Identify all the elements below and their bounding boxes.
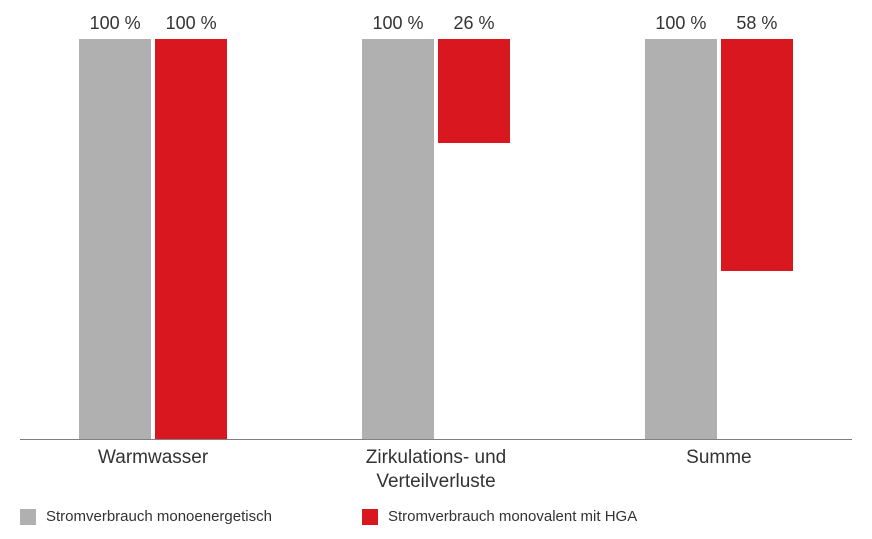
- x-axis-label: Zirkulations- und Verteilverluste: [366, 446, 506, 494]
- bar: 100 %: [155, 39, 227, 439]
- bar: 100 %: [645, 39, 717, 439]
- x-axis-labels: Warmwasser Zirkulations- und Verteilverlu…: [20, 446, 852, 496]
- legend: Stromverbrauch monoenergetisch Stromverbr…: [20, 508, 637, 525]
- legend-swatch: [20, 509, 36, 525]
- legend-label: Stromverbrauch monoenergetisch: [46, 508, 272, 525]
- legend-item: Stromverbrauch monovalent mit HGA: [362, 508, 637, 525]
- bar: 26 %: [438, 39, 510, 143]
- bar-value-label: 100 %: [372, 13, 423, 34]
- bar-value-label: 100 %: [166, 13, 217, 34]
- bar-group: 100 %100 %: [79, 39, 227, 439]
- bar-value-label: 58 %: [736, 13, 777, 34]
- x-axis-label: Warmwasser: [98, 446, 208, 470]
- x-axis-label: Summe: [686, 446, 751, 470]
- bar-value-label: 26 %: [453, 13, 494, 34]
- legend-swatch: [362, 509, 378, 525]
- bar: 100 %: [362, 39, 434, 439]
- bar-group: 100 %58 %: [645, 39, 793, 439]
- bar: 100 %: [79, 39, 151, 439]
- legend-label: Stromverbrauch monovalent mit HGA: [388, 508, 637, 525]
- plot-area: 100 %100 %100 %26 %100 %58 %: [20, 10, 852, 440]
- bar-value-label: 100 %: [90, 13, 141, 34]
- bar-chart: 100 %100 %100 %26 %100 %58 % WarmwasserZ…: [0, 0, 872, 539]
- bar-value-label: 100 %: [655, 13, 706, 34]
- legend-item: Stromverbrauch monoenergetisch: [20, 508, 272, 525]
- bar-group: 100 %26 %: [362, 39, 510, 439]
- bar: 58 %: [721, 39, 793, 271]
